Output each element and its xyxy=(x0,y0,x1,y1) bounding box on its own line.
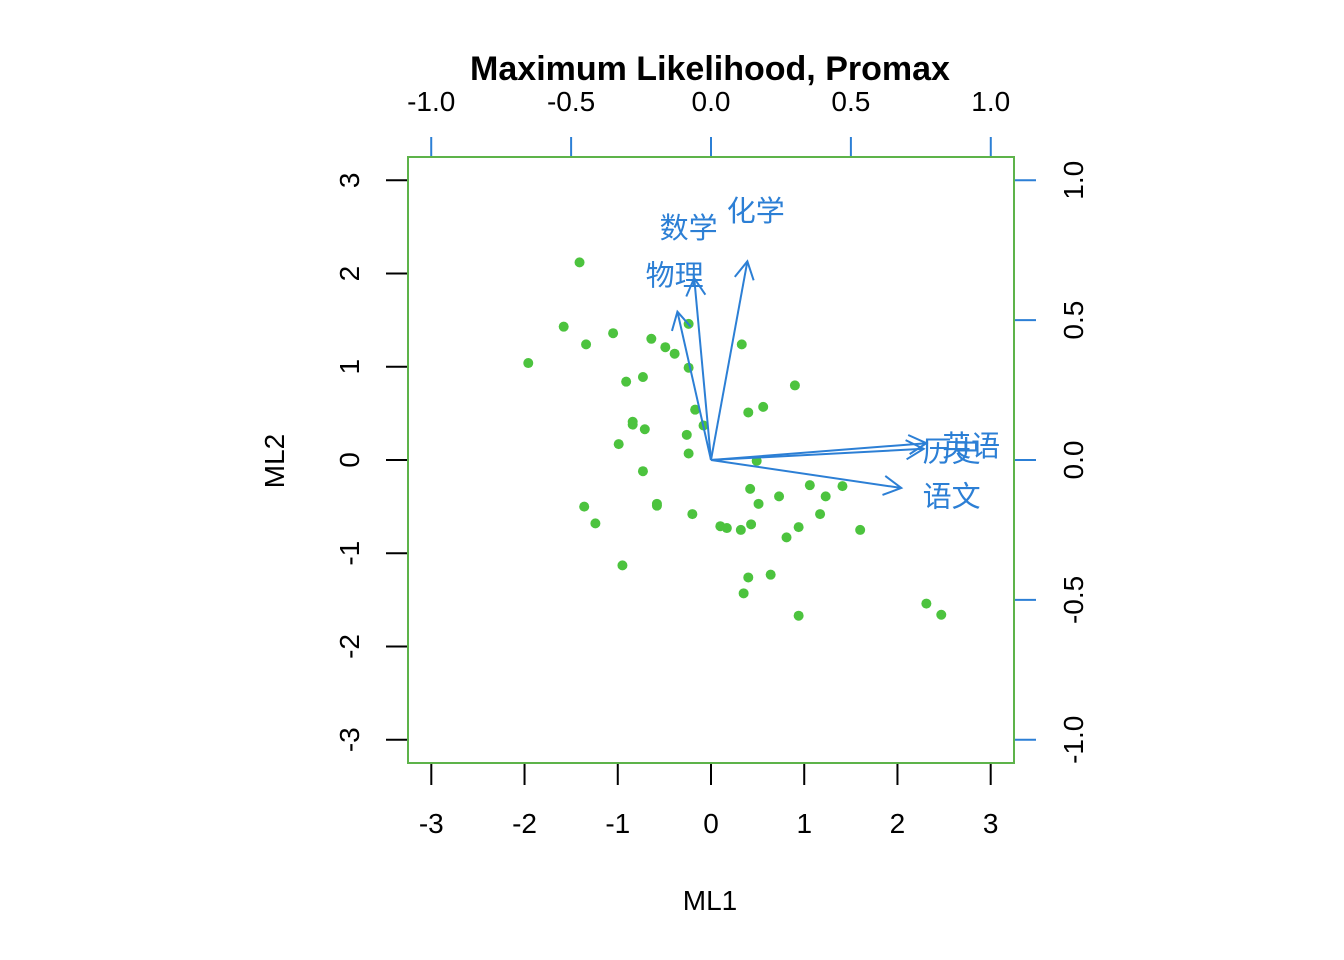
loading-arrow-shaft xyxy=(710,261,749,461)
score-point xyxy=(613,439,624,450)
score-point xyxy=(617,560,628,571)
loading-arrow-head xyxy=(907,434,929,455)
score-point xyxy=(681,429,692,440)
left-tick-label: 1 xyxy=(334,359,365,375)
bottom-tick-label: -3 xyxy=(419,808,444,839)
score-point xyxy=(721,523,732,534)
right-tick-label: -1.0 xyxy=(1058,716,1089,764)
left-tick-label: -1 xyxy=(334,541,365,566)
score-point xyxy=(746,519,757,530)
bottom-tick-label: 2 xyxy=(890,808,906,839)
score-point xyxy=(669,348,680,359)
score-point xyxy=(687,509,698,520)
loading-arrow-shaft xyxy=(710,447,924,461)
score-point xyxy=(820,491,831,502)
top-tick-label: 0.5 xyxy=(831,86,870,117)
top-axis: -1.0 -0.5 0.0 0.5 1.0 xyxy=(407,86,1010,158)
left-tick-label: -3 xyxy=(334,727,365,752)
score-point xyxy=(793,522,804,533)
score-point xyxy=(735,524,746,535)
loading-arrow-head xyxy=(670,309,692,332)
score-point xyxy=(608,328,619,339)
score-point xyxy=(690,404,701,415)
score-point xyxy=(837,481,848,492)
loading-label: 数学 xyxy=(660,211,718,245)
score-point xyxy=(745,483,756,494)
score-point xyxy=(660,342,671,353)
score-point xyxy=(639,424,650,435)
right-axis: -1.0 -0.5 0.0 0.5 1.0 xyxy=(1013,161,1089,764)
left-tick-label: 0 xyxy=(334,452,365,468)
left-tick-label: -2 xyxy=(334,634,365,659)
loading-arrow-shaft xyxy=(676,311,712,461)
score-point xyxy=(558,321,569,332)
score-point xyxy=(627,419,638,430)
score-point xyxy=(815,509,826,520)
x-axis-label: ML1 xyxy=(683,885,737,916)
bottom-tick-label: 1 xyxy=(796,808,812,839)
loading-label: 化学 xyxy=(727,194,785,228)
score-points xyxy=(523,257,947,621)
top-tick-label: 1.0 xyxy=(971,86,1010,117)
right-tick-label: -0.5 xyxy=(1058,576,1089,624)
plot-frame xyxy=(407,156,1015,764)
score-point xyxy=(646,333,657,344)
score-point xyxy=(651,500,662,511)
loading-label: 历史 xyxy=(923,435,981,469)
score-point xyxy=(574,257,585,268)
loading-arrow-head xyxy=(882,475,904,496)
bottom-tick-label: -1 xyxy=(605,808,630,839)
score-point xyxy=(921,598,932,609)
chart-title: Maximum Likelihood, Promax xyxy=(470,50,950,88)
score-point xyxy=(753,498,764,509)
bottom-tick-label: 3 xyxy=(983,808,999,839)
score-point xyxy=(743,572,754,583)
loading-arrow-head xyxy=(685,276,707,297)
score-point xyxy=(683,448,694,459)
top-tick-label: -0.5 xyxy=(547,86,595,117)
score-point xyxy=(804,480,815,491)
right-tick-label: 0.5 xyxy=(1058,301,1089,340)
loading-label: 物理 xyxy=(646,258,704,292)
loading-arrow-head xyxy=(905,439,926,461)
left-tick-label: 2 xyxy=(334,266,365,282)
score-point xyxy=(774,491,785,502)
score-point xyxy=(736,339,747,350)
score-point xyxy=(855,524,866,535)
score-point xyxy=(743,407,754,418)
score-point xyxy=(781,532,792,543)
loading-arrow-shaft xyxy=(693,278,712,461)
loading-label: 英语 xyxy=(942,429,1000,463)
right-tick-label: 0.0 xyxy=(1058,441,1089,480)
loading-label: 语文 xyxy=(923,479,981,513)
bottom-tick-label: -2 xyxy=(512,808,537,839)
loading-arrow-head xyxy=(734,259,755,281)
y-axis-label: ML2 xyxy=(259,434,290,488)
score-point xyxy=(936,609,947,620)
score-point xyxy=(523,358,534,369)
bottom-tick-label: 0 xyxy=(703,808,719,839)
left-axis: -3 -2 -1 0 1 2 3 xyxy=(334,173,409,752)
score-point xyxy=(765,569,776,580)
score-point xyxy=(579,501,590,512)
score-point xyxy=(581,339,592,350)
score-point xyxy=(590,518,601,529)
score-point xyxy=(758,401,769,412)
score-point xyxy=(793,610,804,621)
left-tick-label: 3 xyxy=(334,173,365,189)
score-point xyxy=(637,466,648,477)
top-tick-label: -1.0 xyxy=(407,86,455,117)
bottom-axis: -3 -2 -1 0 1 2 3 xyxy=(419,762,999,839)
loading-arrow-shaft xyxy=(710,459,902,489)
top-tick-label: 0.0 xyxy=(692,86,731,117)
right-tick-label: 1.0 xyxy=(1058,161,1089,200)
score-point xyxy=(621,376,632,387)
score-point xyxy=(738,588,749,599)
score-point xyxy=(789,380,800,391)
score-point xyxy=(637,372,648,383)
